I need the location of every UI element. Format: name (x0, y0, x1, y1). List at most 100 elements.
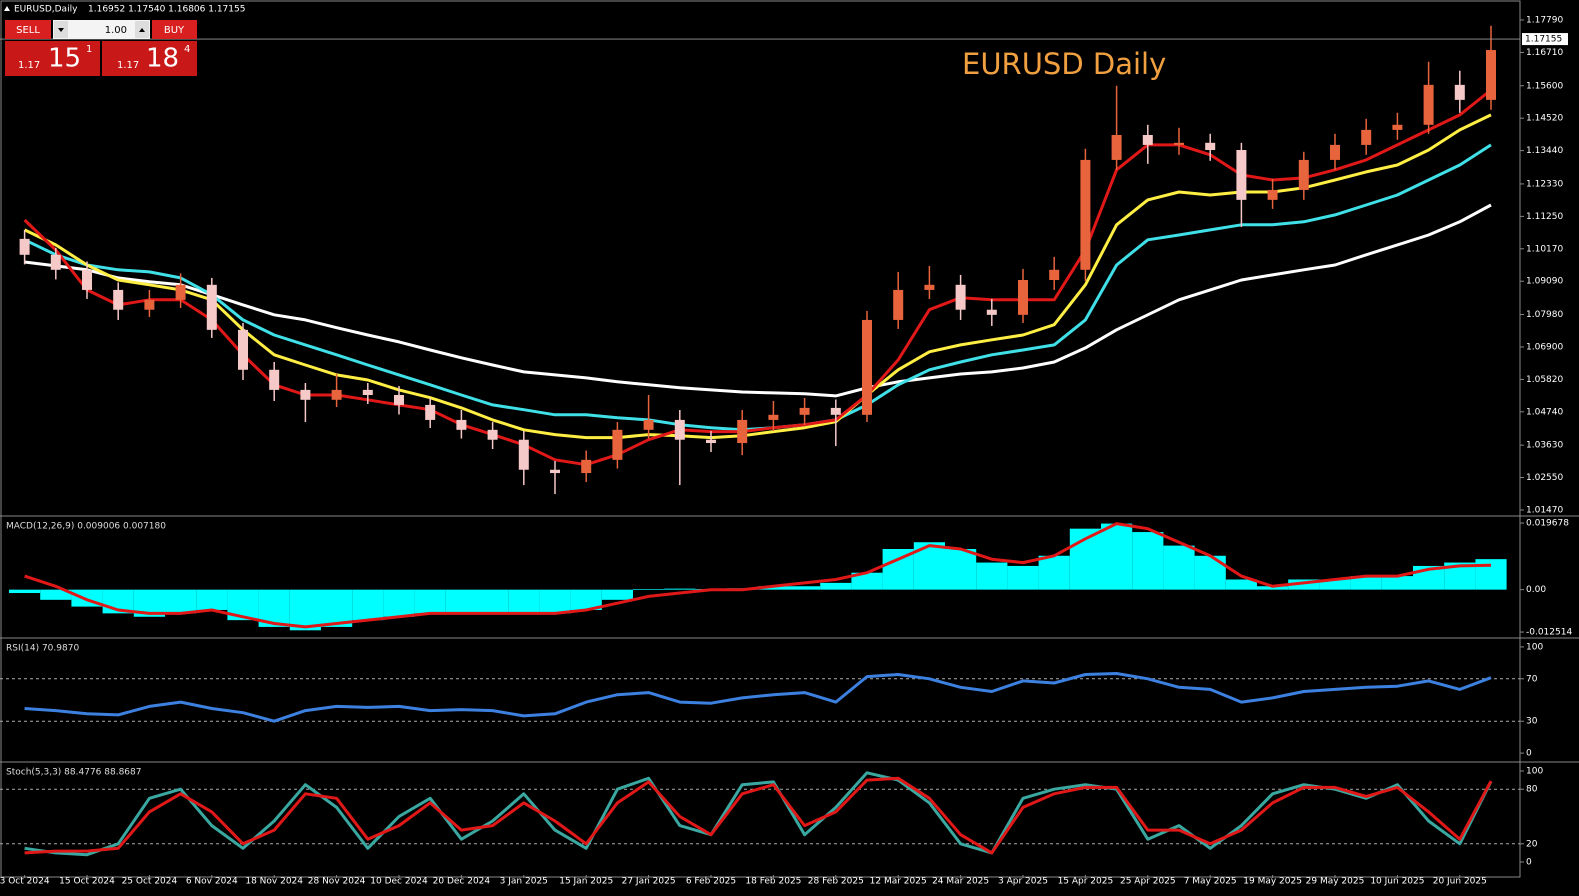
y-tick-label: 1.16710 (1526, 48, 1563, 58)
candle-body (144, 299, 155, 310)
sell-button[interactable] (5, 20, 51, 39)
candle-body (1018, 280, 1028, 315)
candle-body (300, 389, 311, 400)
bid-box[interactable] (5, 41, 100, 76)
bid-big: 1.17 (18, 60, 40, 71)
x-tick-label: 25 Apr 2025 (1120, 877, 1176, 887)
y-tick-label: 1.13440 (1526, 146, 1563, 156)
macd-bar (1101, 523, 1133, 590)
candle-body (331, 389, 342, 400)
ask-box[interactable] (102, 41, 197, 76)
macd-bar (196, 589, 228, 610)
last-price-label: 1.17155 (1525, 35, 1562, 45)
macd-bar (664, 588, 696, 590)
buy-button[interactable] (152, 20, 197, 39)
macd-bar (1381, 576, 1413, 590)
macd-bar (1288, 579, 1320, 590)
candle-body (643, 419, 654, 430)
candle-body (456, 419, 467, 430)
macd-bar (321, 589, 353, 627)
y-tick-label: 1.12330 (1526, 179, 1563, 189)
x-tick-label: 6 Nov 2024 (186, 877, 238, 887)
candle-body (1142, 135, 1153, 145)
macd-bar (383, 589, 415, 617)
candle-body (206, 284, 217, 330)
last-price-box (1522, 33, 1568, 46)
y-tick-label: 1.03630 (1526, 441, 1563, 451)
candle-body (706, 439, 716, 444)
candle-body (1392, 124, 1403, 130)
x-tick-label: 28 Feb 2025 (808, 877, 864, 887)
buy-label: BUY (164, 25, 185, 36)
panel-label: MACD(12,26,9) 0.009006 0.007180 (6, 522, 166, 532)
indicator-line (24, 776, 1493, 855)
x-tick-label: 15 Oct 2024 (59, 877, 115, 887)
candle-body (830, 407, 841, 415)
macd-bar (1132, 532, 1164, 590)
lot-up-icon (139, 28, 145, 32)
candle-body (1330, 144, 1340, 160)
x-tick-label: 18 Nov 2024 (245, 877, 303, 887)
ask-main: 18 (146, 44, 179, 74)
x-tick-label: 3 Apr 2025 (998, 877, 1048, 887)
y-tick-label: 1.06900 (1526, 342, 1563, 352)
macd-bar (445, 589, 477, 614)
y-tick-label: 1.05820 (1526, 375, 1563, 385)
macd-bar (1038, 555, 1070, 590)
moving-average (24, 203, 1492, 398)
candle-body (737, 419, 748, 444)
macd-bar (1007, 565, 1039, 590)
y-tick-label: 30 (1526, 717, 1538, 727)
y-tick-label: 1.09090 (1526, 277, 1563, 287)
x-tick-label: 15 Apr 2025 (1058, 877, 1114, 887)
y-tick-label: 100 (1526, 642, 1543, 652)
y-tick-label: 1.17790 (1526, 16, 1563, 26)
candle-body (1049, 269, 1060, 281)
macd-bar (1350, 576, 1382, 590)
sell-label: SELL (16, 25, 40, 36)
x-tick-label: 29 May 2025 (1306, 877, 1365, 887)
lot-down-icon (58, 28, 64, 32)
candle-body (674, 419, 685, 440)
candle-body (50, 254, 61, 270)
y-tick-label: 20 (1526, 839, 1538, 849)
lot-input[interactable] (53, 20, 150, 39)
header-symbol: EURUSD,Daily (14, 5, 78, 15)
macd-bar (1163, 545, 1195, 590)
y-tick-label: 1.02550 (1526, 473, 1563, 483)
macd-bar (539, 589, 571, 614)
candle-body (1267, 189, 1278, 200)
macd-bar (601, 589, 633, 600)
y-tick-label: 1.10170 (1526, 244, 1563, 254)
macd-bar (414, 589, 446, 614)
candle-body (425, 404, 436, 420)
macd-bar (789, 586, 821, 590)
candle-body (955, 284, 966, 310)
macd-bar (508, 589, 540, 614)
x-tick-label: 20 Dec 2024 (433, 877, 491, 887)
x-tick-label: 20 Jun 2025 (1433, 877, 1487, 887)
y-tick-label: 80 (1526, 785, 1538, 795)
macd-bar (165, 589, 197, 614)
y-tick-label: 0 (1526, 749, 1532, 759)
x-tick-label: 18 Feb 2025 (745, 877, 801, 887)
candle-body (1454, 84, 1465, 100)
macd-bar (757, 586, 789, 590)
indicator-line (24, 672, 1492, 723)
y-tick-label: 0.00 (1526, 585, 1546, 595)
candle-body (238, 329, 248, 370)
y-tick-label: 1.11250 (1526, 212, 1563, 222)
candle-body (862, 319, 872, 415)
candle-body (175, 284, 186, 300)
y-tick-label: 1.01470 (1526, 505, 1563, 515)
candle-body (1080, 159, 1091, 270)
macd-bar (9, 589, 41, 594)
panel-label: RSI(14) 70.9870 (6, 644, 79, 654)
y-tick-label: -0.012514 (1526, 628, 1572, 638)
macd-bar (1475, 559, 1507, 590)
indicator-line (24, 771, 1493, 857)
x-tick-label: 6 Feb 2025 (686, 877, 736, 887)
macd-bar (851, 572, 883, 590)
macd-bar (945, 548, 977, 590)
